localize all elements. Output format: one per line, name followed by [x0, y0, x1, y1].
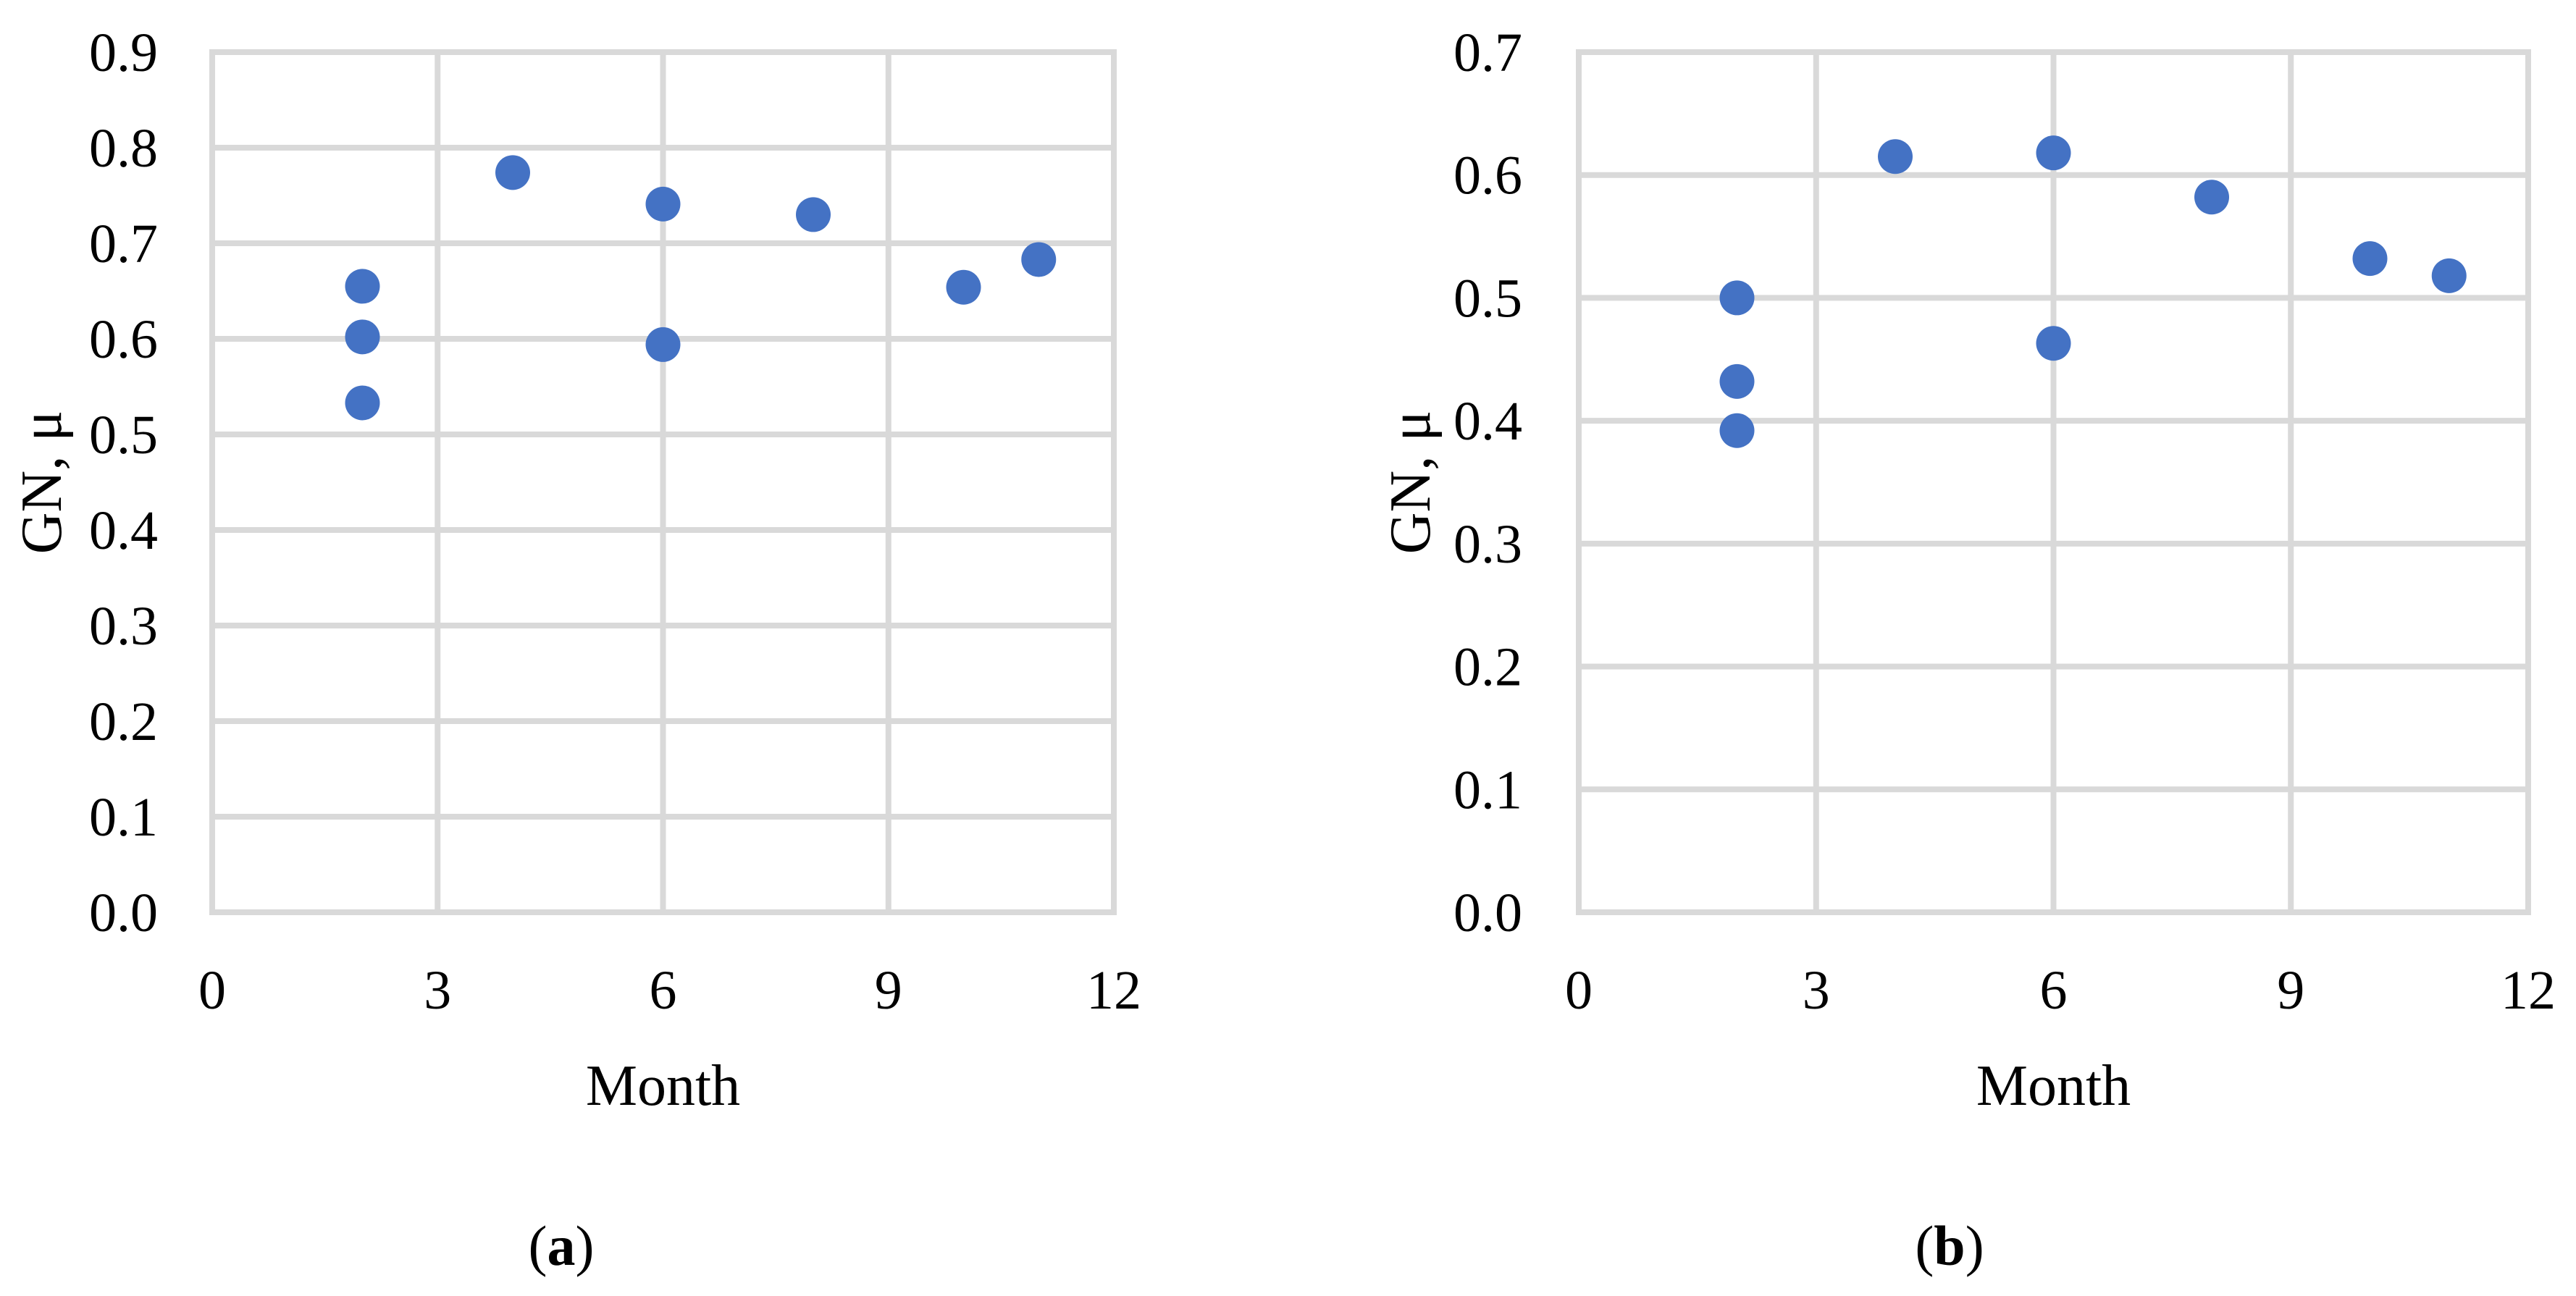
data-point	[1878, 139, 1913, 174]
y-tick-label: 0.7	[1453, 22, 1522, 83]
y-tick-label: 0.0	[89, 883, 158, 943]
y-tick-label: 0.7	[89, 214, 158, 274]
plot-border	[209, 49, 1117, 915]
x-axis-title-a: Month	[585, 1054, 741, 1118]
y-tick-label: 0.1	[89, 787, 158, 848]
data-point	[1719, 413, 1755, 448]
y-tick-label: 0.6	[89, 309, 158, 370]
caption-letter: b	[1934, 1214, 1965, 1277]
y-tick-label: 0.6	[1453, 146, 1522, 206]
x-tick-label: 6	[650, 960, 677, 1021]
x-tick-label: 0	[198, 960, 226, 1021]
y-tick-label: 0.3	[1453, 514, 1522, 575]
y-tick-label: 0.8	[89, 118, 158, 179]
caption-letter: a	[547, 1214, 576, 1277]
x-tick-label: 12	[1086, 960, 1141, 1021]
y-tick-label: 0.2	[89, 691, 158, 752]
y-tick-label: 0.5	[1453, 268, 1522, 329]
y-tick-label: 0.4	[1453, 391, 1522, 452]
data-point	[345, 319, 380, 355]
x-tick-label: 12	[2501, 960, 2556, 1021]
data-point	[2036, 135, 2071, 171]
data-point	[645, 186, 681, 222]
data-point	[2431, 258, 2467, 293]
y-tick-label: 0.3	[89, 596, 158, 657]
panel-caption-b: (b)	[1915, 1218, 1984, 1274]
x-tick-label: 9	[2277, 960, 2304, 1021]
y-axis-title-a: GN, μ	[10, 410, 74, 555]
data-point	[345, 269, 380, 304]
data-point	[495, 155, 530, 190]
data-point	[1719, 280, 1755, 316]
y-tick-label: 0.5	[89, 405, 158, 466]
caption-open-paren: (	[528, 1214, 547, 1277]
x-axis-title-b: Month	[1976, 1054, 2131, 1118]
data-point	[345, 385, 380, 421]
caption-open-paren: (	[1915, 1214, 1934, 1277]
data-point	[645, 327, 681, 362]
data-point	[2352, 241, 2388, 277]
data-point	[1021, 242, 1057, 277]
y-tick-label: 0.9	[89, 22, 158, 83]
x-tick-label: 9	[875, 960, 902, 1021]
data-point	[796, 197, 831, 232]
x-tick-label: 3	[424, 960, 451, 1021]
y-axis-title-b: GN, μ	[1379, 410, 1443, 555]
x-tick-label: 0	[1565, 960, 1593, 1021]
x-tick-label: 6	[2040, 960, 2068, 1021]
caption-close-paren: )	[1965, 1214, 1984, 1277]
data-point	[1719, 363, 1755, 399]
x-tick-label: 3	[1803, 960, 1830, 1021]
caption-close-paren: )	[575, 1214, 595, 1277]
y-tick-label: 0.0	[1453, 883, 1522, 943]
y-tick-label: 0.1	[1453, 759, 1522, 820]
y-tick-label: 0.2	[1453, 637, 1522, 698]
panel-caption-a: (a)	[529, 1218, 595, 1274]
data-point	[2194, 180, 2229, 215]
data-point	[2036, 326, 2071, 361]
data-point	[946, 269, 981, 305]
y-tick-label: 0.4	[89, 500, 158, 561]
plot-border	[1576, 49, 2531, 915]
